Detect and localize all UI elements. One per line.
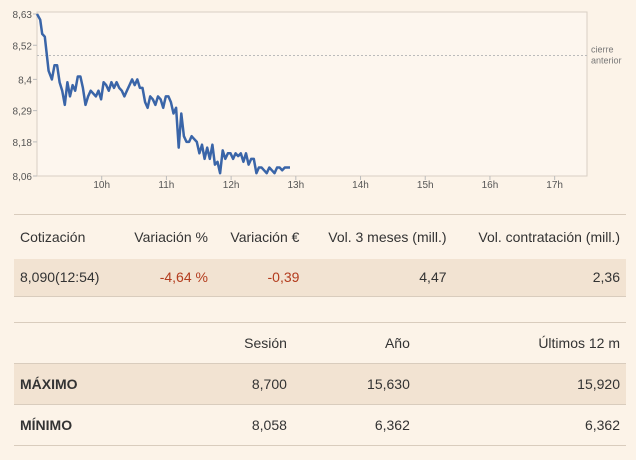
maximo-12m: 15,920 (415, 363, 626, 405)
header-variacion-pct: Variación % (117, 214, 214, 259)
plot-frame (36, 11, 588, 177)
quote-table: Cotización Variación % Variación € Vol. … (14, 214, 626, 297)
row-minimo: MÍNIMO 8,058 6,362 6,362 (14, 404, 626, 446)
header-sesion: Sesión (170, 322, 293, 364)
price-chart: 8,63 8,52 8,4 8,29 8,18 8,06 10h 11h 12h 13h 14h 15… (13, 10, 622, 191)
range-header-row: Sesión Año Últimos 12 m (14, 322, 626, 364)
minimo-ano: 6,362 (292, 404, 416, 446)
header-ano: Año (292, 322, 416, 364)
y-tick-label: 8,29 (13, 107, 33, 118)
header-vol-contratacion: Vol. contratación (mill.) (452, 214, 626, 259)
quote-values-row: 8,090(12:54) -4,64 % -0,39 4,47 2,36 (14, 258, 626, 297)
series-line (35, 13, 290, 175)
maximo-sesion: 8,700 (170, 363, 293, 405)
y-tick-label: 8,52 (13, 41, 33, 52)
label-minimo: MÍNIMO (14, 404, 170, 446)
y-tick-label: 8,18 (13, 138, 33, 149)
header-cotizacion: Cotización (14, 214, 118, 259)
value-variacion-pct: -4,64 % (117, 258, 214, 297)
range-table: Sesión Año Últimos 12 m MÁXIMO 8,700 15,… (14, 322, 626, 446)
row-maximo: MÁXIMO 8,700 15,630 15,920 (14, 363, 626, 405)
x-tick-label: 14h (352, 180, 369, 191)
x-tick-label: 13h (287, 180, 304, 191)
header-vol-3-meses: Vol. 3 meses (mill.) (305, 214, 453, 259)
x-tick-label: 15h (417, 180, 434, 191)
x-tick-label: 16h (482, 180, 499, 191)
x-tick-label: 17h (546, 180, 563, 191)
plot-area: 8,63 8,52 8,4 8,29 8,18 8,06 10h 11h 12h 13h 14h 15… (13, 10, 622, 191)
value-vol-contratacion: 2,36 (452, 258, 626, 297)
y-tick-label: 8,06 (13, 172, 33, 183)
y-tick-label: 8,4 (18, 75, 32, 86)
x-tick-label: 10h (93, 180, 110, 191)
header-ultimos-12m: Últimos 12 m (415, 322, 626, 364)
quote-header-row: Cotización Variación % Variación € Vol. … (14, 214, 626, 259)
minimo-12m: 6,362 (415, 404, 626, 446)
x-tick-label: 11h (158, 180, 174, 191)
reference-line-label: cierre (591, 44, 614, 54)
value-cotizacion: 8,090(12:54) (14, 258, 118, 297)
value-variacion-eur: -0,39 (213, 258, 306, 297)
x-tick-label: 12h (223, 180, 240, 191)
header-empty (14, 322, 170, 364)
label-maximo: MÁXIMO (14, 363, 170, 405)
y-tick-label: 8,63 (13, 10, 33, 21)
header-variacion-eur: Variación € (213, 214, 306, 259)
reference-line-label: anterior (591, 55, 622, 65)
maximo-ano: 15,630 (292, 363, 416, 405)
minimo-sesion: 8,058 (170, 404, 293, 446)
value-vol-3-meses: 4,47 (305, 258, 453, 297)
